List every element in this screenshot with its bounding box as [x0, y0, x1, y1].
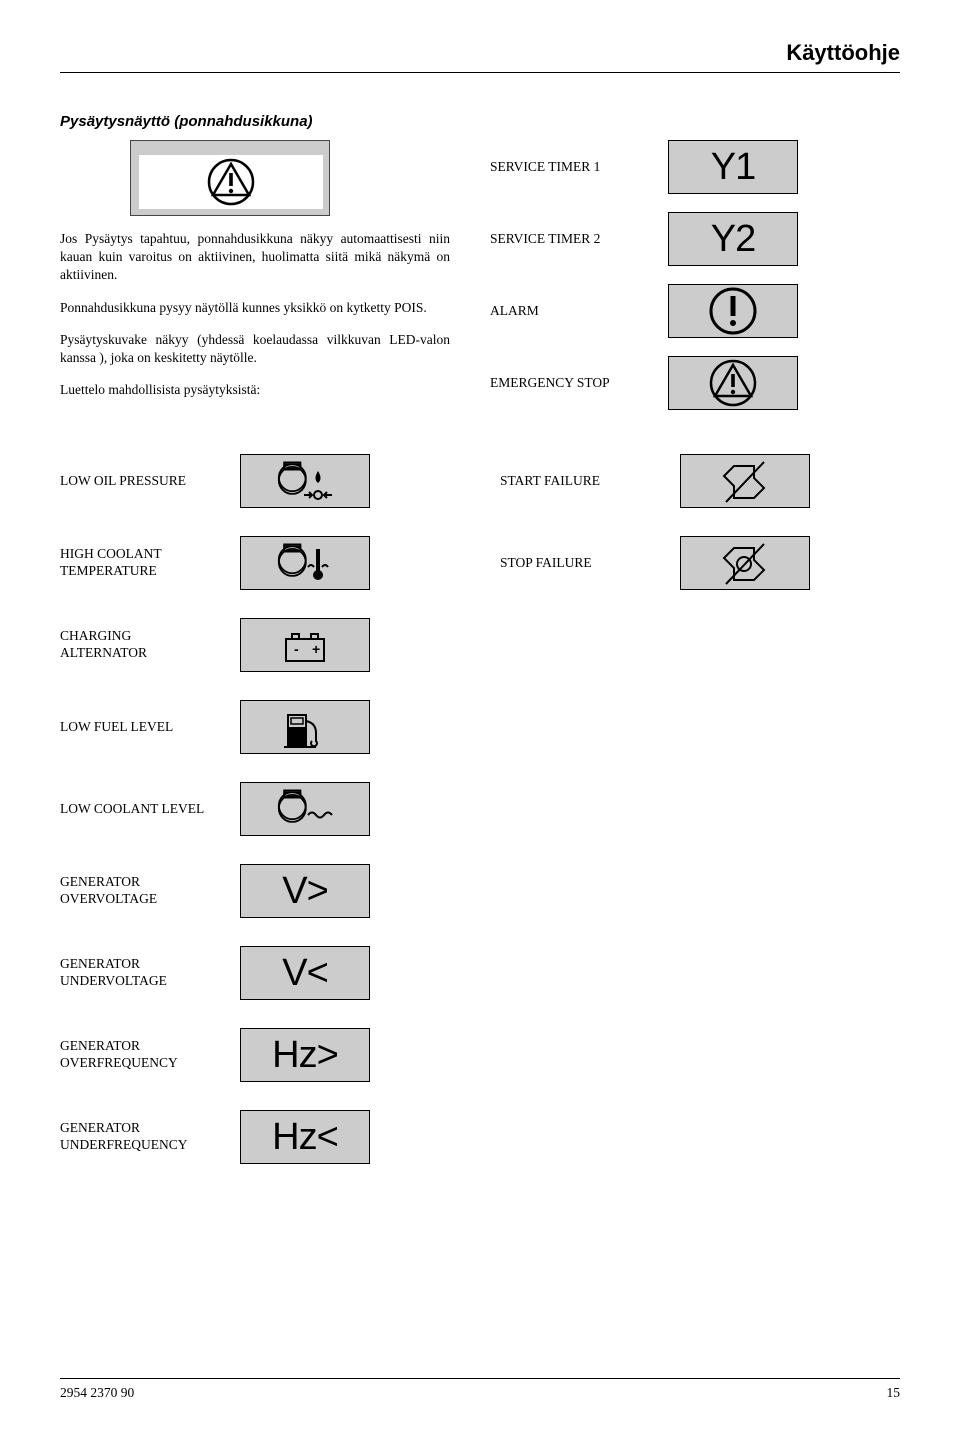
row-service-timer-2: SERVICE TIMER 2 Y2	[490, 212, 900, 266]
shutdown-right-col: START FAILURE STOP FAILURE	[500, 454, 900, 1192]
paragraph-4: Luettelo mahdollisista pysäytyksistä:	[60, 381, 450, 399]
intro-row: Jos Pysäytys tapahtuu, ponnahdusikkuna n…	[60, 140, 900, 428]
alarm-icon	[706, 284, 760, 338]
emergency-stop-icon	[706, 356, 760, 410]
row-overvoltage: GENERATOR OVERVOLTAGE V>	[60, 864, 460, 918]
icon-overvoltage: V>	[240, 864, 370, 918]
row-low-oil-pressure: LOW OIL PRESSURE	[60, 454, 460, 508]
bottom-rule	[60, 1378, 900, 1379]
label-low-coolant: LOW COOLANT LEVEL	[60, 801, 220, 818]
label-overvoltage: GENERATOR OVERVOLTAGE	[60, 874, 220, 908]
page-header-title: Käyttöohje	[60, 40, 900, 66]
row-stop-failure: STOP FAILURE	[500, 536, 900, 590]
row-low-fuel: LOW FUEL LEVEL	[60, 700, 460, 754]
label-start-failure: START FAILURE	[500, 473, 660, 490]
icon-low-oil	[240, 454, 370, 508]
row-alarm: ALARM	[490, 284, 900, 338]
icon-stop-failure	[680, 536, 810, 590]
shutdown-left-col: LOW OIL PRESSURE HIGH COOLANT TEMPERATUR…	[60, 454, 460, 1192]
row-undervoltage: GENERATOR UNDERVOLTAGE V<	[60, 946, 460, 1000]
label-service-timer-1: SERVICE TIMER 1	[490, 159, 650, 175]
start-failure-icon	[716, 456, 774, 506]
paragraph-3: Pysäytyskuvake näkyy (yhdessä koelaudass…	[60, 331, 450, 367]
label-low-fuel: LOW FUEL LEVEL	[60, 719, 220, 736]
footer-doc-number: 2954 2370 90	[60, 1385, 134, 1401]
paragraph-2: Ponnahdusikkuna pysyy näytöllä kunnes yk…	[60, 299, 450, 317]
row-start-failure: START FAILURE	[500, 454, 900, 508]
label-emergency-stop: EMERGENCY STOP	[490, 375, 650, 391]
row-underfrequency: GENERATOR UNDERFREQUENCY Hz<	[60, 1110, 460, 1164]
icon-alarm	[668, 284, 798, 338]
icon-service-timer-2: Y2	[668, 212, 798, 266]
label-high-coolant: HIGH COOLANT TEMPERATURE	[60, 546, 220, 580]
paragraph-1: Jos Pysäytys tapahtuu, ponnahdusikkuna n…	[60, 230, 450, 285]
icon-start-failure	[680, 454, 810, 508]
icon-low-coolant	[240, 782, 370, 836]
label-undervoltage: GENERATOR UNDERVOLTAGE	[60, 956, 220, 990]
icon-high-coolant	[240, 536, 370, 590]
row-charging-alternator: CHARGING ALTERNATOR	[60, 618, 460, 672]
label-stop-failure: STOP FAILURE	[500, 555, 660, 572]
label-overfrequency: GENERATOR OVERFREQUENCY	[60, 1038, 220, 1072]
row-overfrequency: GENERATOR OVERFREQUENCY Hz>	[60, 1028, 460, 1082]
icon-undervoltage: V<	[240, 946, 370, 1000]
icon-charging	[240, 618, 370, 672]
coolant-level-icon	[272, 785, 338, 833]
label-charging: CHARGING ALTERNATOR	[60, 628, 220, 662]
fuel-icon	[272, 703, 338, 751]
coolant-temp-icon	[272, 539, 338, 587]
stop-failure-icon	[716, 538, 774, 588]
row-high-coolant-temp: HIGH COOLANT TEMPERATURE	[60, 536, 460, 590]
shutdown-list-grid: LOW OIL PRESSURE HIGH COOLANT TEMPERATUR…	[60, 454, 900, 1192]
icon-overfrequency: Hz>	[240, 1028, 370, 1082]
row-emergency-stop: EMERGENCY STOP	[490, 356, 900, 410]
icon-service-timer-1: Y1	[668, 140, 798, 194]
label-service-timer-2: SERVICE TIMER 2	[490, 231, 650, 247]
label-underfrequency: GENERATOR UNDERFREQUENCY	[60, 1120, 220, 1154]
label-alarm: ALARM	[490, 303, 650, 319]
row-low-coolant-level: LOW COOLANT LEVEL	[60, 782, 460, 836]
popup-screenshot	[130, 140, 330, 216]
section-title: Pysäytysnäyttö (ponnahdusikkuna)	[60, 113, 900, 130]
label-low-oil: LOW OIL PRESSURE	[60, 473, 220, 490]
top-rule	[60, 72, 900, 73]
page-footer: 2954 2370 90 15	[60, 1378, 900, 1401]
emergency-stop-icon	[204, 155, 258, 209]
oil-pressure-icon	[272, 457, 338, 505]
right-column: SERVICE TIMER 1 Y1 SERVICE TIMER 2 Y2 AL…	[490, 140, 900, 428]
icon-underfrequency: Hz<	[240, 1110, 370, 1164]
icon-low-fuel	[240, 700, 370, 754]
battery-icon	[272, 621, 338, 669]
footer-page-number: 15	[887, 1385, 901, 1401]
left-column: Jos Pysäytys tapahtuu, ponnahdusikkuna n…	[60, 140, 450, 428]
popup-inner	[139, 155, 323, 209]
icon-emergency-stop	[668, 356, 798, 410]
row-service-timer-1: SERVICE TIMER 1 Y1	[490, 140, 900, 194]
